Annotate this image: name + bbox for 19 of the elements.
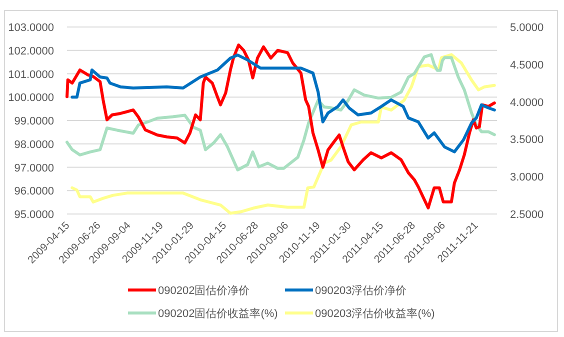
- y-tick-label: 97.0000: [14, 162, 54, 174]
- legend-label: 090202固估价收益率(%): [158, 307, 278, 320]
- legend-label: 090202固估价净价: [158, 285, 250, 297]
- y-tick-label: 101.0000: [8, 68, 54, 81]
- y-tick-label: 102.0000: [8, 45, 54, 58]
- y-tick-label: 95.0000: [14, 209, 54, 221]
- y2-tick-label: 3.0000: [510, 172, 544, 184]
- y2-tick-label: 5.0000: [510, 22, 544, 34]
- y-tick-label: 98.0000: [14, 138, 54, 151]
- y2-tick-label: 4.5000: [510, 59, 544, 72]
- legend-label: 090203浮估价收益率(%): [315, 307, 435, 320]
- y-tick-label: 100.0000: [8, 92, 54, 104]
- y2-tick-label: 3.5000: [510, 134, 544, 146]
- y2-tick-label: 4.0000: [510, 96, 544, 109]
- y-tick-label: 103.0000: [8, 22, 54, 34]
- y-tick-label: 99.0000: [14, 116, 54, 128]
- legend-label: 090203浮估价净价: [315, 284, 407, 297]
- y2-tick-label: 2.5000: [510, 209, 544, 221]
- y-tick-label: 96.0000: [14, 186, 54, 198]
